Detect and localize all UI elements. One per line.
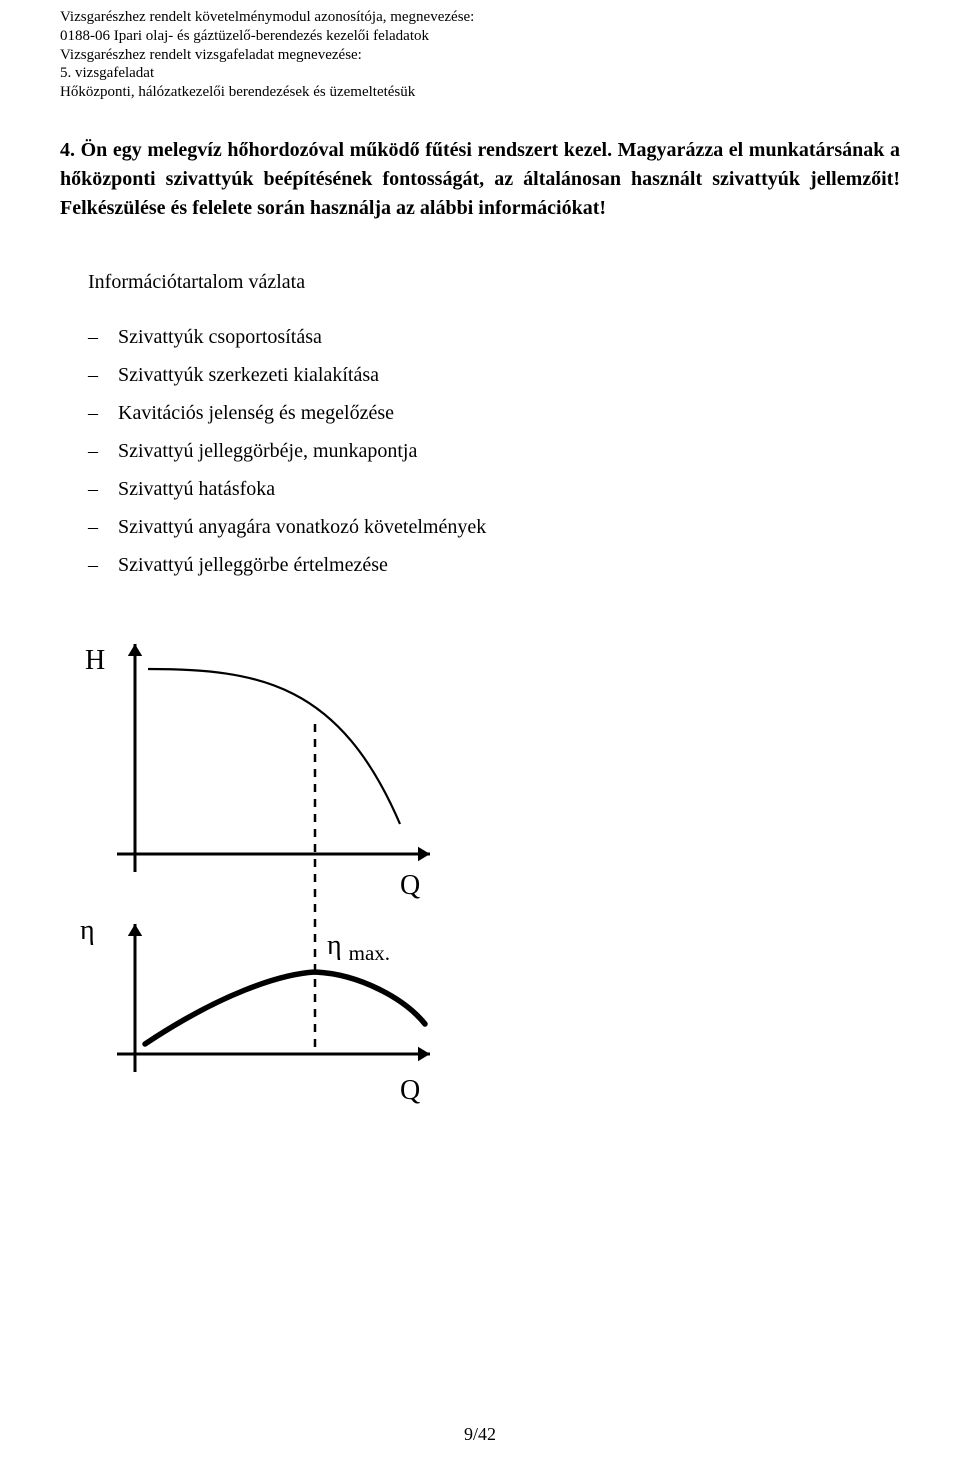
list-item: Szivattyú anyagára vonatkozó követelmény… [88,508,900,546]
task-paragraph: 4. Ön egy melegvíz hőhordozóval működő f… [60,136,900,223]
svg-text:Q: Q [400,870,420,901]
page-number: 9/42 [0,1424,960,1445]
page: Vizsgarészhez rendelt követelménymodul a… [0,0,960,1463]
svg-text:η max.: η max. [327,930,390,965]
svg-text:H: H [85,645,105,676]
list-item: Szivattyúk csoportosítása [88,318,900,356]
outline-list: Szivattyúk csoportosítása Szivattyúk sze… [88,318,900,584]
pump-chart: H Qη η max. Q [60,624,900,1149]
header-line-2: 0188-06 Ipari olaj- és gáztüzelő-berende… [60,27,900,46]
header-line-5: Hőközponti, hálózatkezelői berendezések … [60,83,900,102]
list-item: Szivattyú hatásfoka [88,470,900,508]
list-item: Szivattyú jelleggörbe értelmezése [88,546,900,584]
list-item: Szivattyúk szerkezeti kialakítása [88,356,900,394]
list-item: Kavitációs jelenség és megelőzése [88,394,900,432]
header-line-4: 5. vizsgafeladat [60,64,900,83]
header-line-1: Vizsgarészhez rendelt követelménymodul a… [60,8,900,27]
svg-text:η: η [80,915,95,946]
header-block: Vizsgarészhez rendelt követelménymodul a… [60,8,900,102]
chart-svg: H Qη η max. Q [60,624,490,1144]
svg-text:Q: Q [400,1075,420,1106]
list-item: Szivattyú jelleggörbéje, munkapontja [88,432,900,470]
header-line-3: Vizsgarészhez rendelt vizsgafeladat megn… [60,46,900,65]
outline-title: Információtartalom vázlata [88,271,900,294]
